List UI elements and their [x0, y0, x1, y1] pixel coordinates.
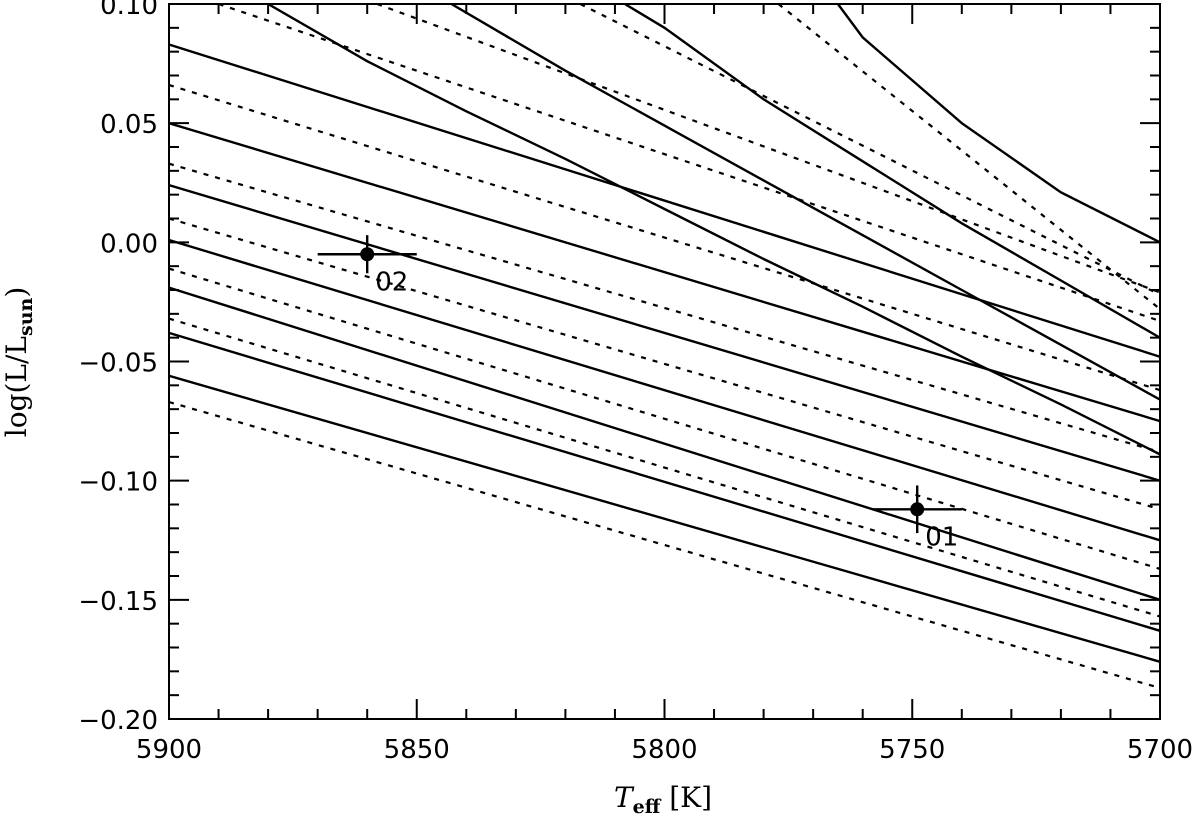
tick-labels: 5900 5850 5800 5750 5700 0.10 0.05 0.00 −0.05 −0.…: [78, 0, 1193, 765]
point-label: 02: [375, 267, 408, 297]
data-point-02: 02: [317, 235, 417, 297]
solid-track-9: [624, 4, 1160, 339]
y-tick-label: 0.00: [100, 229, 158, 259]
solid-track-2: [169, 286, 1160, 601]
dotted-track-13: [169, 267, 1160, 570]
dotted-track-16: [169, 83, 1160, 392]
plot-frame: [168, 3, 1161, 720]
x-tick-label: 5700: [1127, 735, 1193, 765]
x-axis-title: Teff [K]: [614, 781, 712, 818]
x-tick-label: 5850: [384, 735, 450, 765]
solid-track-0: [169, 374, 1160, 663]
data-point-01: 01: [872, 485, 962, 552]
dotted-track-17: [218, 4, 1160, 323]
point-marker: [360, 247, 375, 262]
y-tick-label: 0.10: [100, 0, 158, 21]
dotted-track-11: [169, 400, 1160, 690]
x-tick-label: 5800: [631, 735, 697, 765]
solid-track-7: [267, 4, 1160, 456]
solid-track-6: [169, 43, 1160, 358]
dotted-track-19: [579, 4, 1160, 296]
solid-track-1: [169, 331, 1160, 632]
y-tick-label: −0.20: [78, 706, 158, 736]
dotted-track-14: [169, 217, 1160, 511]
point-marker: [910, 502, 925, 517]
solid-track-8: [450, 4, 1160, 401]
x-tick-label: 5900: [136, 735, 202, 765]
point-label: 01: [925, 522, 958, 552]
model-tracks: [169, 4, 1160, 690]
dotted-track-15: [169, 162, 1160, 454]
dotted-track-12: [169, 317, 1160, 618]
solid-track-4: [169, 183, 1160, 482]
solid-track-3: [169, 238, 1160, 542]
y-axis-title: log(L/Lsun): [0, 287, 37, 438]
y-tick-label: 0.05: [100, 110, 158, 140]
x-tick-label: 5750: [879, 735, 945, 765]
dotted-track-20: [777, 4, 1160, 310]
y-tick-label: −0.05: [78, 349, 158, 379]
y-tick-label: −0.15: [78, 587, 158, 617]
y-tick-label: −0.10: [78, 468, 158, 498]
solid-track-10: [836, 4, 1160, 244]
data-points: 02 01: [317, 235, 962, 552]
axis-ticks: [168, 3, 1161, 720]
